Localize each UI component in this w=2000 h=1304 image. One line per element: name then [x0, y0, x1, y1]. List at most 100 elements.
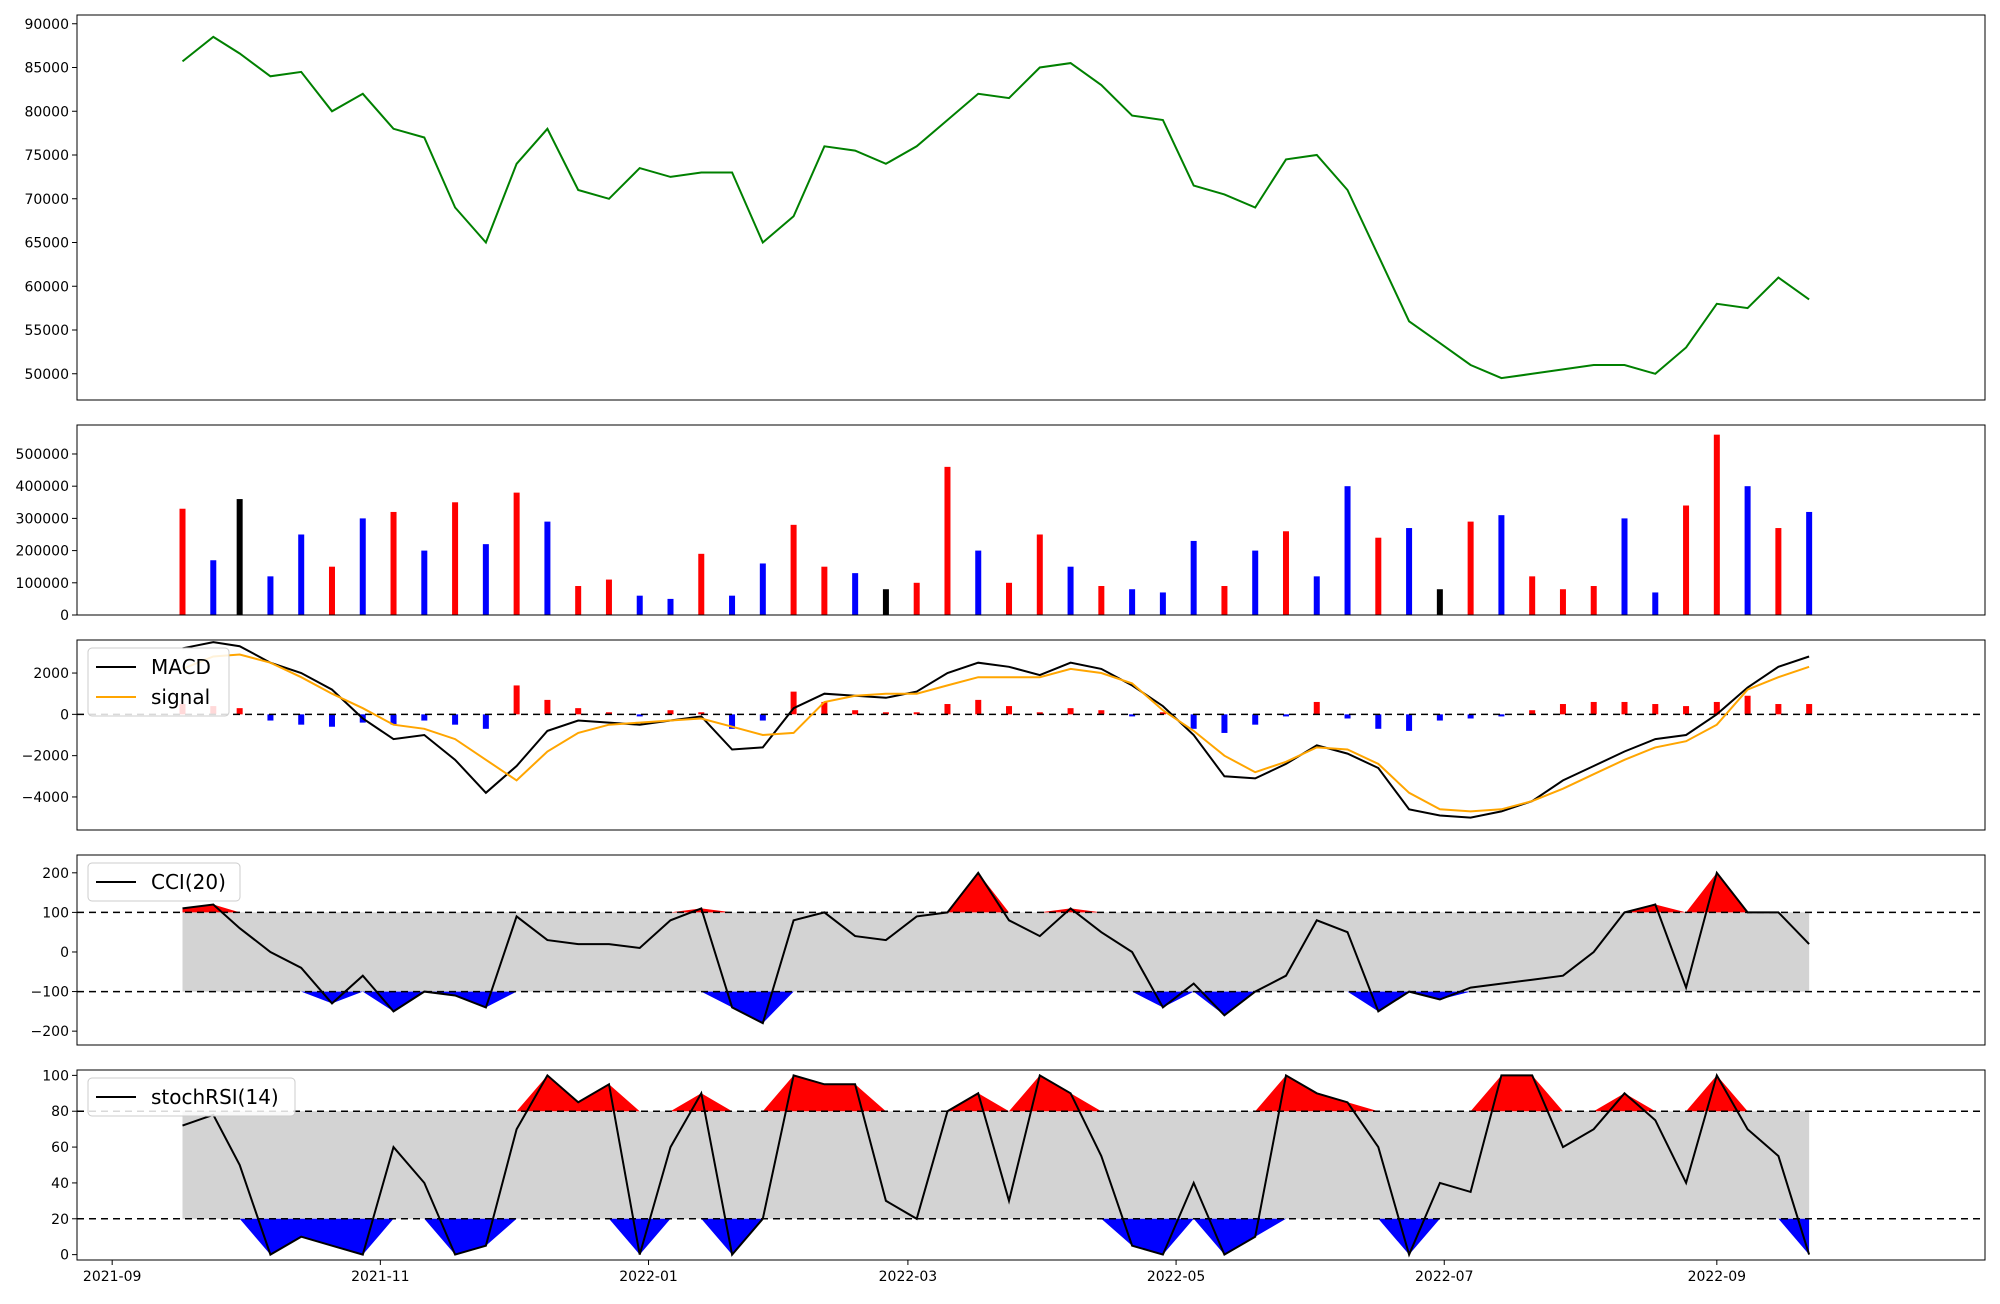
macd-histogram-bar: [390, 714, 397, 725]
marks-layer: [77, 35, 1985, 1258]
macd-histogram-bar: [575, 708, 582, 715]
macd-histogram-bar: [1713, 701, 1720, 715]
volume-bar: [179, 508, 186, 615]
y-tick-label: 80: [51, 1104, 69, 1120]
cci-overbought-fill: [182, 872, 1810, 913]
macd-histogram-bar: [1036, 712, 1043, 715]
volume-bar: [452, 502, 459, 615]
volume-bar: [1006, 582, 1013, 615]
macd-histogram-bar: [698, 712, 705, 715]
legend-label: CCI(20): [151, 870, 226, 894]
macd-histogram-bar: [1436, 714, 1443, 721]
volume-bar: [1775, 528, 1782, 615]
volume-bar: [790, 524, 797, 615]
y-tick-label: 20: [51, 1212, 69, 1228]
macd-histogram-bar: [1652, 704, 1659, 715]
macd-histogram-bar: [1282, 714, 1289, 717]
macd-histogram-bar: [236, 708, 243, 715]
macd-histogram-bar: [1375, 714, 1382, 729]
cci-oversold-fill: [182, 991, 1810, 1024]
frames-layer: [72, 14, 1986, 1265]
y-tick-label: 40: [51, 1176, 69, 1192]
y-tick-label: −200: [31, 1024, 69, 1040]
volume-bar: [1190, 540, 1197, 615]
macd-histogram-bar: [298, 714, 305, 725]
macd-series-line: [182, 653, 1810, 813]
macd-histogram-bar: [1775, 704, 1782, 715]
y-tick-label: 90000: [24, 17, 69, 33]
volume-bar: [759, 563, 766, 615]
macd-histogram-bar: [482, 714, 489, 729]
volume-bar: [575, 586, 582, 615]
volume-bar: [421, 550, 428, 615]
volume-bar: [328, 566, 335, 615]
volume-bar: [1252, 550, 1259, 615]
y-tick-label: 50000: [24, 367, 69, 383]
y-tick-label: 100: [42, 1068, 69, 1084]
x-tick-label: 2022-03: [879, 1269, 938, 1285]
macd-histogram-bar: [1744, 695, 1751, 715]
macd-histogram-bar: [421, 714, 428, 721]
stochrsi-band-fill: [182, 1111, 1810, 1219]
y-tick-label: 100: [42, 905, 69, 921]
volume-bar: [544, 521, 551, 615]
volume-bar: [667, 598, 674, 615]
macd-histogram-bar: [729, 714, 736, 729]
macd-histogram-bar: [1806, 704, 1813, 715]
plot-frame-stochrsi: [76, 1069, 1986, 1261]
macd-histogram-bar: [1683, 706, 1690, 715]
volume-bar: [1036, 534, 1043, 615]
cci-band-fill: [182, 912, 1810, 992]
volume-bar: [359, 518, 366, 615]
plot-frame-price: [76, 14, 1986, 401]
macd-histogram-bar: [1006, 706, 1013, 715]
y-tick-label: 55000: [24, 323, 69, 339]
y-tick-label: 500000: [16, 447, 69, 463]
legend-box: [87, 647, 230, 717]
volume-bar: [1467, 521, 1474, 615]
plot-frame-macd: [76, 639, 1986, 831]
x-tick-label: 2022-07: [1415, 1269, 1474, 1285]
y-tick-label: 2000: [33, 666, 69, 682]
volume-bar: [1713, 434, 1720, 615]
macd-histogram-bar: [1621, 701, 1628, 715]
volume-bar: [729, 595, 736, 615]
fill-layer: [182, 872, 1810, 1255]
stochrsi-line: [182, 1072, 1811, 1258]
macd-histogram-bar: [1159, 712, 1166, 715]
macd-histogram-bar: [821, 701, 828, 715]
volume-bar: [267, 576, 274, 615]
macd-histogram-bar: [1190, 714, 1197, 729]
plot-frame-cci: [76, 854, 1986, 1046]
volume-bar: [1344, 486, 1351, 615]
macd-histogram-bar: [1067, 708, 1074, 715]
volume-bar: [913, 582, 920, 615]
volume-bar: [821, 566, 828, 615]
macd-histogram-bar: [882, 712, 889, 715]
macd-series-line: [182, 641, 1810, 819]
y-tick-label: 400000: [16, 479, 69, 495]
y-tick-label: 300000: [16, 511, 69, 527]
volume-bar: [1652, 592, 1659, 615]
x-tick-label: 2021-11: [351, 1269, 410, 1285]
volume-bar: [1436, 589, 1443, 615]
volume-bar: [1529, 576, 1536, 615]
macd-histogram-bar: [513, 685, 520, 715]
volume-bar: [605, 579, 612, 615]
y-tick-label: 70000: [24, 192, 69, 208]
legend-label: signal: [151, 685, 210, 709]
macd-histogram-bar: [636, 714, 643, 717]
y-tick-label: −2000: [22, 749, 69, 765]
y-tick-label: −4000: [22, 790, 69, 806]
macd-histogram-bar: [544, 699, 551, 715]
x-tick-label: 2022-09: [1688, 1269, 1747, 1285]
volume-bar: [236, 499, 243, 615]
volume-bar: [1129, 589, 1136, 615]
macd-histogram-bar: [1129, 714, 1136, 717]
x-tick-label: 2021-09: [83, 1269, 142, 1285]
volume-bar: [944, 466, 951, 615]
macd-histogram-bar: [1252, 714, 1259, 725]
y-tick-label: 100000: [16, 576, 69, 592]
macd-histogram-bar: [852, 710, 859, 715]
